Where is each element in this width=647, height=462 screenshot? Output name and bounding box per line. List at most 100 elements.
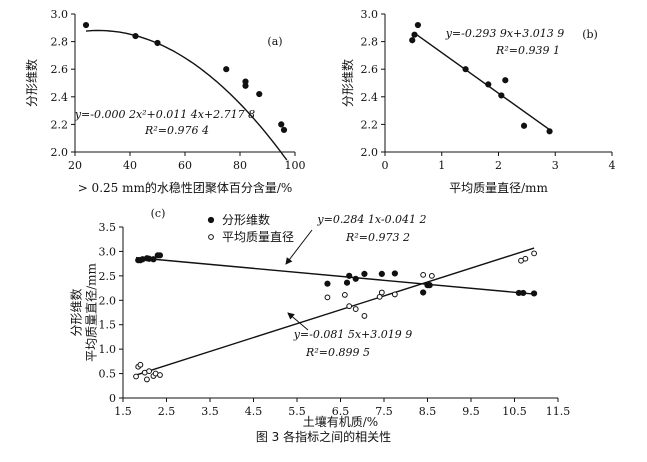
panel-c-fractal-point xyxy=(420,289,427,296)
panel-c-x-tick-label: 7.5 xyxy=(375,405,393,418)
panel-c-y-axis-label: 分形维数 xyxy=(69,288,84,336)
panel-c-mwd-point xyxy=(133,373,139,380)
panel-b-y-tick-label: 3.0 xyxy=(361,8,379,21)
panel-c-mwd-point xyxy=(531,250,537,257)
panel-c-y-tick-label: 2.5 xyxy=(99,270,117,283)
panel-a-y-tick-label: 2.2 xyxy=(51,118,69,131)
panel-b-data-point xyxy=(502,77,509,84)
panel-a-fit-equation: y=-0.000 2x²+0.011 4x+2.717 8 xyxy=(74,108,255,121)
panel-c-x-tick-label: 4.5 xyxy=(245,405,263,418)
panel-a-data-point xyxy=(82,21,90,29)
panel-b-data-point xyxy=(498,92,505,99)
panel-c-mwd-point xyxy=(428,272,435,279)
panel-c-fractal-point xyxy=(530,290,538,297)
panel-b-x-tick-label: 0 xyxy=(382,159,389,172)
panel-c-fractal-point xyxy=(324,280,331,287)
panel-c-x-tick-label: 5.5 xyxy=(288,405,306,418)
panel-c-mwd-equation: y=0.284 1x-0.041 2 xyxy=(316,213,426,226)
panel-c-fractal-point xyxy=(150,256,157,263)
panel-b-r2: R²=0.939 1 xyxy=(495,44,560,57)
panel-c-y-tick-label: 0.5 xyxy=(99,368,117,381)
panel-b-y-tick-label: 2.8 xyxy=(361,36,379,49)
panel-b-y-tick-label: 2.0 xyxy=(361,146,379,159)
panel-b-data-point xyxy=(409,37,416,44)
panel-b-y-tick-label: 2.2 xyxy=(361,118,379,131)
panel-a-x-tick-label: 40 xyxy=(123,159,137,172)
panel-c-fractal-point xyxy=(520,289,527,297)
panel-b-data-point xyxy=(485,81,492,88)
panel-c-fractal-point xyxy=(391,270,398,277)
panel-c-mwd-arrow xyxy=(285,229,313,265)
panel-c-mwd-point xyxy=(346,303,353,310)
legend-fractal-marker xyxy=(207,216,215,224)
panel-c-fractal-point xyxy=(156,252,164,259)
panel-b-data-point xyxy=(462,66,469,73)
panel-a-x-tick-label: 20 xyxy=(68,159,82,172)
panel-a-data-point xyxy=(256,90,263,98)
panel-c-fractal-point xyxy=(426,282,433,289)
panel-a-data-point xyxy=(242,82,249,89)
panel-b-x-axis-label: 平均质量直径/mm xyxy=(449,181,548,195)
panel-c-mwd-point xyxy=(324,294,331,301)
panel-c-fractal-r2: R²=0.899 5 xyxy=(305,346,370,359)
panel-a-y-tick-label: 2.6 xyxy=(51,63,69,76)
panel-b-fit-line xyxy=(412,31,550,131)
panel-b-x-tick-label: 2 xyxy=(495,159,502,172)
legend-mwd-label: 平均质量直径 xyxy=(222,230,294,244)
panel-a-y-tick-label: 2.0 xyxy=(51,146,69,159)
panel-c-x-tick-label: 8.5 xyxy=(419,405,437,418)
panel-a-r2: R²=0.976 4 xyxy=(144,124,209,137)
panel-a-data-point xyxy=(223,66,230,73)
panel-c-mwd-point xyxy=(420,271,427,278)
panel-c-mwd-point xyxy=(522,255,529,262)
panel-c-x-tick-label: 11.5 xyxy=(546,405,571,418)
panel-c-fractal-arrow xyxy=(287,312,309,331)
panel-c-mwd-point xyxy=(361,313,368,319)
panel-a-x-axis-label: > 0.25 mm的水稳性团聚体百分含量/% xyxy=(78,180,293,195)
panel-c-mwd-point xyxy=(376,293,383,300)
figure-caption: 图 3 各指标之间的相关性 xyxy=(255,430,392,444)
panel-a-data-point xyxy=(278,121,285,128)
panel-c-mwd-fit-line xyxy=(135,247,535,376)
panel-b-y-tick-label: 2.4 xyxy=(361,91,379,104)
panel-c-x-tick-label: 1.5 xyxy=(114,405,132,418)
panel-a-data-point xyxy=(280,126,288,134)
legend-fractal-label: 分形维数 xyxy=(222,212,270,227)
panel-b-y-axis-label: 分形维数 xyxy=(340,59,355,107)
panel-a-x-tick-label: 80 xyxy=(233,159,247,172)
panel-c-fractal-fit-line xyxy=(135,256,535,295)
panel-c-y-tick-label: 1.0 xyxy=(99,343,117,356)
panel-a-x-tick-label: 60 xyxy=(178,159,192,172)
panel-c-fractal-point xyxy=(343,279,351,286)
panel-c-fractal-point xyxy=(352,275,359,282)
panel-c-mwd-point xyxy=(352,306,359,312)
panel-c-x-tick-label: 9.5 xyxy=(462,405,480,418)
panel-c-mwd-point xyxy=(341,292,348,298)
panel-c-mwd-point xyxy=(146,368,153,375)
panel-c-fractal-point xyxy=(361,270,368,278)
panel-c-x-tick-label: 2.5 xyxy=(158,405,176,418)
panel-c-y-axis-label: 平均质量直径/mm xyxy=(85,262,99,361)
panel-a-data-point xyxy=(154,39,161,47)
panel-c-mwd-point xyxy=(144,376,150,383)
panel-a-fit-curve xyxy=(85,29,288,161)
panel-c-x-axis-label: 土壤有机质/% xyxy=(303,414,378,429)
panel-c-fractal-point xyxy=(346,272,353,279)
panel-c-y-tick-label: 2.0 xyxy=(99,294,117,307)
panel-a-y-axis-label: 分形维数 xyxy=(24,59,39,107)
panel-a-y-tick-label: 2.4 xyxy=(51,91,69,104)
panel-c-mwd-point xyxy=(391,291,398,298)
panel-b-y-tick-label: 2.6 xyxy=(361,63,379,76)
panel-c-mwd-r2: R²=0.973 2 xyxy=(345,231,410,244)
panel-c-fractal-point xyxy=(378,270,385,278)
panel-c-y-tick-label: 3.0 xyxy=(99,245,117,258)
panel-c-y-tick-label: 3.5 xyxy=(99,221,117,234)
panel-a-data-point xyxy=(132,32,139,40)
panel-c-x-tick-label: 10.5 xyxy=(502,405,527,418)
panel-b-x-tick-label: 3 xyxy=(552,159,559,172)
panel-c-mwd-point xyxy=(137,361,144,368)
panel-b-x-tick-label: 4 xyxy=(609,159,616,172)
panel-a-label: (a) xyxy=(267,35,282,48)
panel-c-y-tick-label: 0 xyxy=(109,392,116,405)
